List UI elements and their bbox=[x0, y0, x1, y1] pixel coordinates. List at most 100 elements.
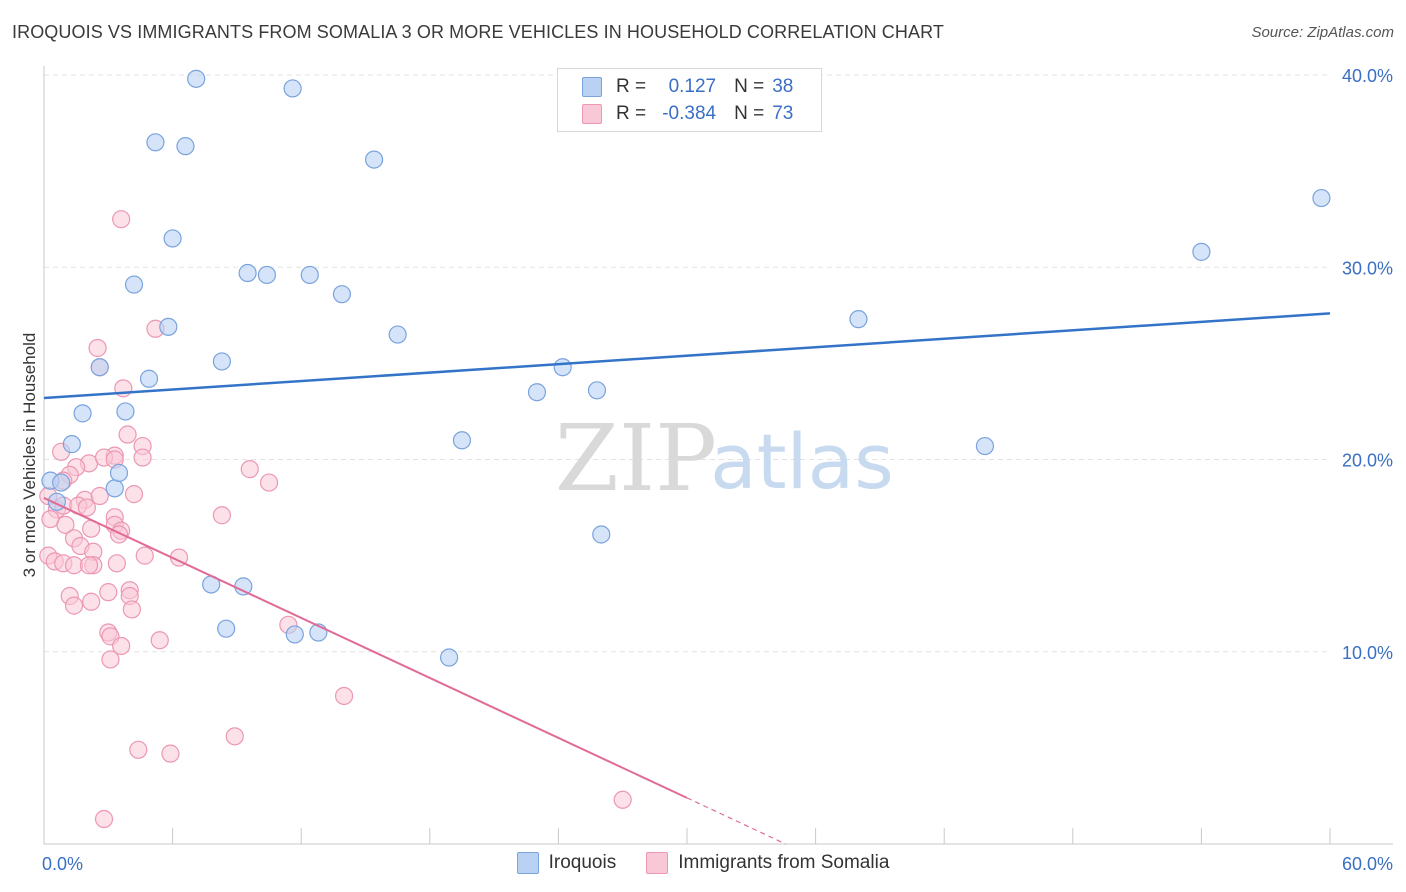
trend-lines bbox=[43, 312, 1331, 845]
legend-swatch-iroquois bbox=[516, 852, 539, 874]
iroquois-point bbox=[285, 625, 304, 644]
somalia-point bbox=[122, 600, 141, 619]
iroquois-point bbox=[975, 436, 995, 456]
somalia-point bbox=[150, 631, 169, 650]
iroquois-point bbox=[159, 317, 178, 336]
iroquois-point bbox=[73, 404, 92, 423]
legend-label-somalia: Immigrants from Somalia bbox=[678, 852, 890, 873]
somalia-point bbox=[112, 636, 131, 656]
y-tick-label: 30.0% bbox=[1342, 258, 1393, 278]
iroquois-point bbox=[238, 263, 257, 283]
somalia-point bbox=[82, 592, 101, 611]
watermark-atlas: atlas bbox=[710, 417, 894, 506]
x-tick-label-max: 60.0% bbox=[1342, 854, 1393, 874]
iroquois-point bbox=[257, 265, 277, 285]
somalia-point bbox=[107, 554, 126, 573]
somalia-points bbox=[39, 210, 632, 829]
iroquois-point bbox=[388, 325, 407, 344]
iroquois-point bbox=[439, 648, 459, 667]
somalia-point bbox=[56, 515, 75, 534]
iroquois-point bbox=[52, 473, 71, 492]
legend-item-somalia: Immigrants from Somalia bbox=[646, 852, 889, 874]
series-legend: Iroquois Immigrants from Somalia bbox=[0, 852, 1406, 874]
iroquois-point bbox=[849, 310, 868, 329]
somalia-point bbox=[64, 596, 84, 615]
legend-row-iroquois: R = 0.127 N = 38 bbox=[582, 75, 793, 99]
iroquois-point bbox=[364, 150, 384, 169]
iroquois-point bbox=[1192, 242, 1211, 261]
somalia-point bbox=[90, 486, 109, 506]
legend-item-iroquois: Iroquois bbox=[516, 852, 617, 874]
iroquois-point bbox=[234, 577, 253, 596]
somalia-point bbox=[94, 809, 114, 829]
iroquois-point bbox=[553, 358, 572, 377]
somalia-point bbox=[99, 583, 118, 602]
iroquois-point bbox=[1312, 188, 1331, 208]
somalia-point bbox=[101, 650, 120, 669]
legend-n-label: N = bbox=[734, 103, 765, 124]
legend-swatch-somalia bbox=[582, 104, 602, 124]
somalia-point bbox=[124, 485, 144, 504]
somalia-point bbox=[112, 210, 131, 229]
iroquois-point bbox=[217, 619, 236, 638]
somalia-point bbox=[212, 506, 231, 525]
legend-row-somalia: R = -0.384 N = 73 bbox=[582, 102, 793, 126]
axes bbox=[43, 66, 1393, 845]
iroquois-trend-line bbox=[43, 312, 1331, 400]
iroquois-point bbox=[90, 358, 109, 377]
iroquois-point bbox=[105, 479, 124, 498]
iroquois-point bbox=[109, 463, 129, 483]
iroquois-point bbox=[283, 79, 302, 98]
somalia-point bbox=[129, 740, 148, 759]
somalia-point bbox=[133, 448, 152, 467]
iroquois-point bbox=[300, 265, 319, 285]
somalia-point bbox=[259, 473, 279, 492]
iroquois-point bbox=[124, 275, 144, 294]
watermark-zip: ZIP bbox=[555, 405, 717, 512]
iroquois-point bbox=[116, 402, 135, 421]
legend-swatch-iroquois bbox=[582, 77, 602, 97]
legend-n-value: 73 bbox=[772, 103, 794, 124]
y-tick-label: 40.0% bbox=[1342, 66, 1393, 86]
somalia-point bbox=[225, 727, 244, 746]
legend-swatch-somalia bbox=[646, 852, 669, 874]
iroquois-point bbox=[527, 383, 547, 402]
iroquois-points bbox=[41, 69, 1331, 667]
chart-title: IROQUOIS VS IMMIGRANTS FROM SOMALIA 3 OR… bbox=[12, 22, 944, 42]
somalia-point bbox=[79, 556, 99, 575]
tick-labels: 10.0% 20.0% 30.0% 40.0% 0.0% 60.0% bbox=[42, 66, 1393, 874]
y-tick-label: 20.0% bbox=[1342, 451, 1393, 471]
y-tick-label: 10.0% bbox=[1342, 643, 1393, 663]
iroquois-point bbox=[332, 285, 352, 304]
iroquois-point bbox=[163, 229, 182, 248]
legend-n-value: 38 bbox=[772, 76, 794, 97]
iroquois-point bbox=[187, 69, 206, 88]
iroquois-point bbox=[62, 435, 81, 454]
chart-source: Source: ZipAtlas.com bbox=[1251, 24, 1394, 41]
iroquois-point bbox=[592, 525, 611, 544]
somalia-point bbox=[613, 790, 632, 809]
legend-label-iroquois: Iroquois bbox=[548, 852, 617, 873]
correlation-legend: R = 0.127 N = 38 R = -0.384 N = 73 bbox=[557, 68, 822, 132]
iroquois-point bbox=[587, 381, 607, 400]
x-tick-label-min: 0.0% bbox=[42, 854, 83, 874]
somalia-point bbox=[334, 686, 354, 706]
legend-r-value: -0.384 bbox=[662, 103, 717, 124]
legend-n-label: N = bbox=[734, 76, 765, 97]
somalia-trend-line bbox=[43, 497, 688, 799]
legend-r-label: R = bbox=[616, 76, 647, 97]
somalia-point bbox=[109, 525, 129, 544]
somalia-point bbox=[161, 744, 180, 763]
iroquois-point bbox=[146, 133, 165, 152]
somalia-trend-extension bbox=[686, 797, 786, 845]
legend-r-label: R = bbox=[616, 103, 647, 124]
somalia-point bbox=[135, 546, 154, 565]
somalia-point bbox=[77, 498, 96, 517]
gridlines bbox=[44, 74, 1330, 653]
iroquois-point bbox=[212, 352, 231, 371]
legend-r-value: 0.127 bbox=[668, 76, 717, 97]
iroquois-point bbox=[139, 369, 159, 388]
iroquois-point bbox=[176, 137, 195, 156]
somalia-point bbox=[118, 425, 137, 444]
